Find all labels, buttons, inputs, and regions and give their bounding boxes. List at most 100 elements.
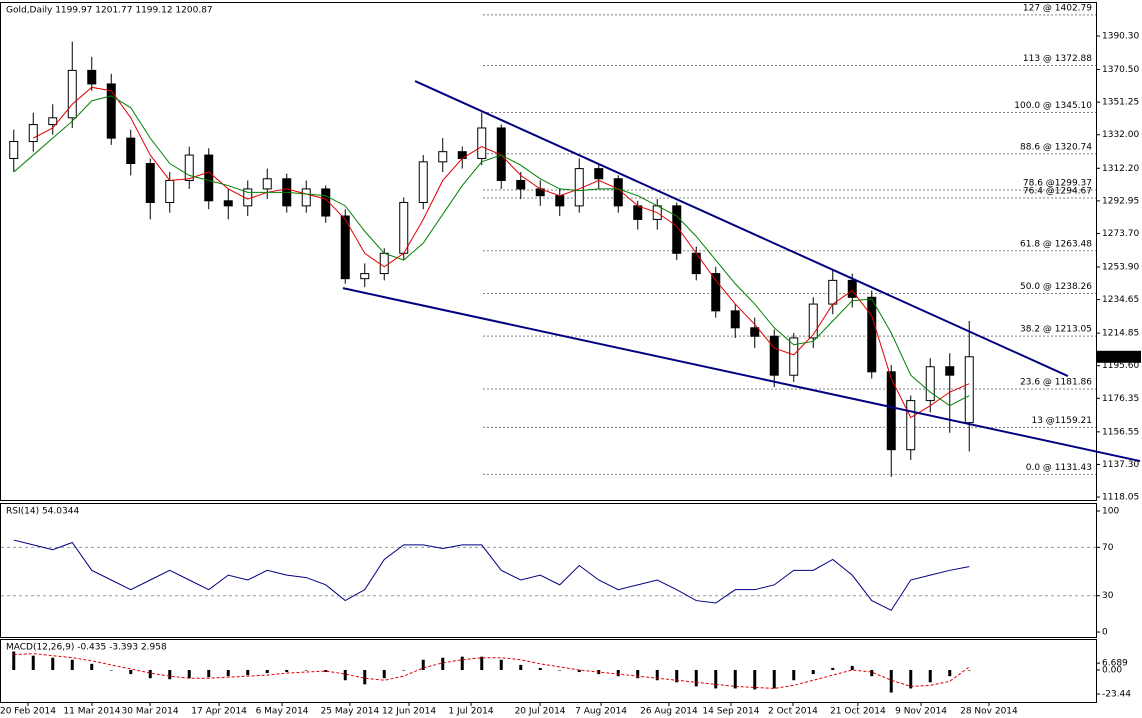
candle-body [789,337,799,376]
candle-body [594,168,604,180]
macd-bar [343,670,347,681]
macd-bar [811,670,815,675]
macd-bar [694,670,698,687]
candle-body [223,200,233,207]
signal-line [13,653,970,689]
panel-title: Gold,Daily 1199.97 1201.77 1199.12 1200.… [6,6,213,16]
macd-bar [207,670,211,678]
macd-bar [714,670,718,689]
candle-body [672,205,682,254]
macd-bar [421,659,425,671]
candle-body [87,69,97,85]
macd-bar [967,670,971,671]
macd-bar [304,670,308,671]
macd-bar [480,656,484,671]
macd-bar [441,657,445,671]
candle-body [867,296,877,373]
candle-body [769,335,779,376]
candle-body [886,371,896,451]
candle-body [438,151,448,163]
moving-average [13,95,970,407]
macd-bar [31,655,35,671]
x-tick-label: 28 Nov 2014 [960,707,1018,717]
macd-bar [363,670,367,685]
x-tick-label: 11 Mar 2014 [63,707,120,717]
macd-bar [246,670,250,676]
y-tick-label: 1234.65 [1102,295,1139,305]
macd-bar [187,670,191,679]
y-tick-label: 1332.00 [1102,130,1139,140]
candle-body [48,117,58,126]
x-tick-label: 30 Mar 2014 [122,707,179,717]
macd-bar [148,670,152,679]
x-tick-label: 17 Apr 2014 [191,707,247,717]
macd-bar [772,670,776,689]
trend-line [342,287,1141,463]
y-tick-label: 1156.55 [1102,427,1139,437]
fib-label: 23.6 @ 1181.86 [1020,377,1092,387]
candle-body [633,205,643,220]
x-tick-label: 25 May 2014 [321,707,380,717]
macd-bar [753,670,757,690]
x-tick-label: 26 Aug 2014 [640,707,698,717]
fib-label: 100.0 @ 1345.10 [1014,101,1092,111]
last-price-box [1097,350,1141,363]
macd-bar [948,670,952,677]
macd-bar [129,670,133,675]
candle-body [145,163,155,203]
candle-body [964,356,974,424]
x-tick-label: 20 Feb 2014 [0,707,56,717]
y-tick-label: 70 [1102,543,1114,553]
candle-body [379,252,389,275]
candle-body [808,303,818,339]
macd-bar [675,670,679,683]
x-tick-label: 12 Jun 2014 [382,707,436,717]
fib-label: 61.8 @ 1263.48 [1020,239,1092,249]
candle-body [516,179,526,190]
candle-body [301,188,311,207]
candle-body [555,195,565,207]
candle-body [67,69,77,119]
y-tick-label: 1273.70 [1102,229,1139,239]
fib-label: 127 @ 1402.79 [1023,3,1092,13]
macd-bar [616,670,620,677]
y-tick-label: 6.689 [1102,659,1128,669]
macd-bar [109,670,113,671]
fib-label: 0.0 @ 1131.43 [1026,463,1092,473]
macd-bar [402,670,406,671]
y-tick-label: 30 [1102,591,1114,601]
macd-bar [285,670,289,673]
candle-body [9,141,19,159]
fib-label: 113 @ 1372.88 [1023,54,1092,64]
macd-bar [226,670,230,677]
y-tick-label: 1195.60 [1102,361,1139,371]
y-tick-label: 0 [1102,628,1108,638]
panel-title: MACD(12,26,9) -0.435 -3.393 2.958 [6,643,167,653]
macd-bar [324,670,328,673]
macd-panel [0,639,1097,703]
candle-body [945,366,955,376]
candle-body [262,178,272,190]
candle-body [750,327,760,337]
fib-label: 78.6 @1299.37 [1023,178,1092,188]
macd-bar [168,670,172,680]
price-panel [0,2,1097,501]
candle-body [106,83,116,139]
y-tick-label: 0.00 [1102,666,1122,676]
macd-bar [655,670,659,681]
macd-bar [909,670,913,689]
candle-body [28,124,38,143]
fib-label: 50.0 @ 1238.26 [1020,282,1092,292]
macd-bar [928,670,932,683]
macd-bar [90,663,94,671]
fib-label: 13 @1159.21 [1031,416,1092,426]
macd-bar [460,656,464,671]
x-tick-label: 14 Sep 2014 [702,707,759,717]
macd-bar [519,664,523,671]
x-tick-label: 7 Aug 2014 [575,707,627,717]
candle-body [613,178,623,207]
candle-body [711,273,721,312]
y-tick-label: 1253.90 [1102,262,1139,272]
rsi-line [13,539,970,611]
